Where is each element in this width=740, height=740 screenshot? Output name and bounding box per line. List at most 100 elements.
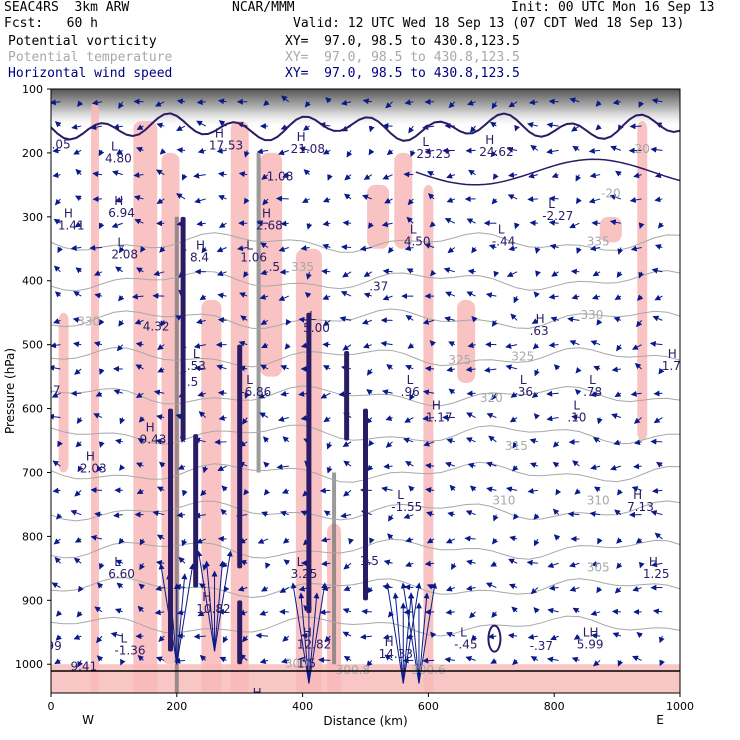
pv-high-marker: H (385, 635, 394, 649)
wind-arrow (110, 631, 123, 638)
wind-arrow (243, 150, 250, 158)
wind-arrow (55, 610, 63, 617)
wind-arrow (658, 635, 665, 644)
wind-arrow (552, 461, 560, 468)
axes: 100 200 300 400 500 600 700 800 900 1000 0 200 400 60… (3, 83, 694, 728)
wind-arrow (53, 265, 61, 273)
wind-arrow (612, 632, 622, 638)
plot-frame (50, 88, 681, 694)
wind-arrow (71, 123, 82, 130)
wind-arrow (361, 608, 372, 615)
wind-arrow (488, 244, 497, 250)
wind-arrow (136, 488, 144, 495)
wind-arrow (567, 511, 580, 518)
wind-arrow (135, 392, 144, 398)
wind-arrow (361, 318, 372, 325)
wind-arrow (464, 535, 476, 542)
shading-column (367, 184, 390, 249)
wind-arrow (569, 561, 580, 568)
wind-arrow (529, 220, 538, 227)
wind-arrow (343, 489, 352, 497)
stratosphere-gray-band (51, 89, 680, 129)
x-tick-label: 0 (48, 700, 55, 713)
wind-arrow (52, 460, 61, 467)
wind-arrow (445, 537, 456, 544)
wind-arrow (552, 441, 560, 448)
wind-arrow (321, 268, 331, 275)
wind-arrow (92, 171, 103, 178)
pv-low-marker: L (407, 373, 414, 387)
pv-extremum-value: -6.86 (240, 385, 271, 399)
wind-arrow (446, 366, 455, 373)
wind-arrow (382, 174, 393, 180)
wind-arrow (304, 100, 311, 108)
wind-arrow (77, 100, 84, 108)
wind-arrow (155, 585, 165, 592)
wind-arrow (424, 365, 435, 372)
wind-arrow (465, 437, 476, 443)
wind-arrow (448, 388, 456, 395)
wind-arrow (98, 441, 105, 448)
pv-column (306, 312, 312, 614)
wind-arrow (259, 412, 269, 418)
theta-line (51, 615, 680, 637)
wind-arrow (652, 608, 663, 615)
wind-arrow (424, 462, 435, 469)
wind-arrow (118, 537, 125, 545)
wind-arrow (299, 146, 310, 153)
wind-arrow (114, 608, 123, 614)
wind-arrow (485, 582, 497, 589)
wind-arrow (638, 101, 645, 108)
wind-arrow (196, 318, 206, 325)
wind-arrow (137, 438, 145, 444)
wind-arrow (51, 342, 61, 349)
wind-arrow (597, 537, 603, 545)
wind-arrow (199, 294, 207, 301)
wind-arrow (280, 220, 289, 227)
wind-arrow (590, 561, 601, 567)
pv-high-marker: H (64, 207, 73, 221)
wind-arrow (529, 462, 539, 468)
wind-arrow (136, 146, 144, 153)
theta-label: -20 (601, 187, 621, 201)
pv-extremum-value: 1.17 (426, 410, 453, 424)
wind-arrow (114, 196, 123, 203)
wind-arrow (490, 658, 497, 664)
wind-arrow (506, 271, 518, 277)
wind-arrow (465, 366, 476, 373)
wind-arrow (218, 98, 227, 105)
wind-arrow (548, 293, 559, 300)
wind-arrow (552, 508, 560, 516)
wind-arrow (259, 293, 269, 300)
wind-arrow (553, 364, 561, 371)
wind-arrow (342, 220, 352, 226)
wind-arrow (381, 486, 393, 493)
wind-arrow (322, 365, 331, 371)
wind-arrow (317, 657, 331, 664)
wind-arrow (451, 563, 457, 571)
wind-arrow (512, 441, 519, 449)
pv-extremum-value: 9.41 (70, 660, 97, 674)
wind-arrow (53, 538, 61, 545)
wind-arrow-long (176, 563, 195, 665)
wind-arrow (405, 536, 414, 543)
wind-arrow (614, 294, 622, 300)
wind-arrow (507, 172, 518, 178)
y-tick-label: 100 (22, 83, 43, 96)
pv-low-marker: L (397, 488, 404, 502)
wind-arrow (547, 607, 559, 614)
wind-arrow (650, 146, 663, 153)
wind-arrow (216, 246, 227, 253)
wind-arrow (340, 99, 352, 106)
wind-arrow (263, 488, 270, 496)
pv-extremum-value: .10 (567, 410, 586, 424)
wind-arrow (238, 340, 248, 347)
wind-arrow (240, 315, 248, 322)
wind-arrow (485, 461, 497, 468)
wind-arrow (387, 533, 394, 540)
wind-arrow (282, 635, 290, 642)
pv-extremum-value: 1.25 (643, 567, 670, 581)
wind-arrow (533, 413, 541, 420)
wind-arrow (533, 513, 540, 520)
wind-arrow (285, 318, 292, 326)
